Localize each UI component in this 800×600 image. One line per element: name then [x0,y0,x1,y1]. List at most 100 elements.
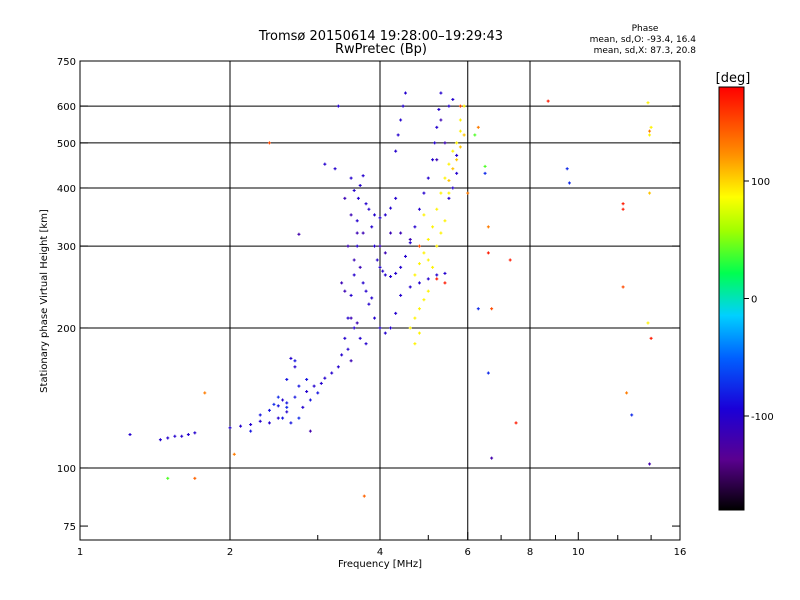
echo-point [426,176,430,180]
echo-point [249,429,253,433]
y-axis-label: Stationary phase Virtual Height [km] [39,209,50,393]
echo-point [435,277,439,281]
echo-point [394,149,398,153]
echo-point [426,258,430,262]
echo-point [396,133,400,137]
echo-point [349,293,353,297]
colorbar [718,86,745,511]
echo-point [308,429,312,433]
echo-point [565,167,569,171]
echo-point [346,316,350,320]
echo-point [408,237,412,241]
echo-point [330,371,334,375]
colorbar-label: [deg] [716,71,751,86]
echo-point [352,326,356,330]
echo-point [447,191,451,195]
echo-point [399,293,403,297]
echo-point [621,202,625,206]
echo-point [349,316,353,320]
echo-point [349,359,353,363]
echo-point [352,273,356,277]
echo-point [426,277,430,281]
echo-point [649,336,653,340]
echo-point [458,118,462,122]
echo-point [232,452,236,456]
y-tick-label: 500 [57,139,76,150]
y-tick-label: 400 [57,184,76,195]
echo-point [451,186,455,190]
echo-point [308,398,312,402]
echo-point [364,289,368,293]
echo-point [349,213,353,217]
echo-point [297,384,301,388]
colorbar-tick-label: -100 [751,412,774,423]
echo-point [435,125,439,129]
echo-point [447,196,451,200]
echo-point [293,365,297,369]
echo-point [399,231,403,235]
echo-point [333,167,337,171]
x-tick-label: 1 [77,547,83,558]
echo-point [276,416,280,420]
echo-point [340,281,344,285]
echo-point [417,262,421,266]
x-tick-label: 8 [527,547,533,558]
echo-point [435,273,439,277]
echo-point [343,196,347,200]
echo-point [431,265,435,269]
echo-point [399,265,403,269]
echo-point [336,365,340,369]
colorbar-tick-label: 0 [751,295,757,306]
echo-point [352,189,356,193]
echo-point [389,206,393,210]
echo-point [128,433,132,437]
echo-point [625,391,629,395]
echo-point [267,421,271,425]
echo-point [401,104,405,108]
echo-point [323,376,327,380]
echo-point [451,97,455,101]
echo-point [648,462,652,466]
phase-summary-x: mean, sd,X: 87.3, 20.8 [594,46,697,56]
echo-point [621,207,625,211]
echo-point [621,285,625,289]
echo-point [367,207,371,211]
echo-point [437,107,441,111]
x-tick-label: 10 [572,547,585,558]
echo-point [373,244,377,248]
echo-point [343,336,347,340]
echo-point [319,381,323,385]
echo-point [352,258,356,262]
echo-point [355,219,359,223]
y-tick-label: 200 [57,324,76,335]
echo-point [439,91,443,95]
y-tick-label: 300 [57,242,76,253]
echo-point [426,237,430,241]
echo-point [413,225,417,229]
echo-point [443,141,447,145]
echo-point [358,265,362,269]
echo-point [301,405,305,409]
echo-point [378,216,382,220]
echo-point [443,219,447,223]
echo-point [373,316,377,320]
echo-point [276,404,280,408]
echo-point [281,416,285,420]
echo-point [443,281,447,285]
echo-point [267,408,271,412]
echo-point [394,271,398,275]
echo-point [272,402,276,406]
phase-summary-o: mean, sd,O: -93.4, 16.4 [590,35,697,45]
echo-point [343,289,347,293]
echo-point [297,416,301,420]
colorbar-tick-label: 100 [751,177,770,188]
echo-point [193,431,197,435]
echo-point [173,434,177,438]
echo-point [476,125,480,129]
echo-point [364,202,368,206]
echo-point [383,273,387,277]
echo-point [447,104,451,108]
echo-point [408,241,412,245]
echo-point [413,342,417,346]
echo-point [378,265,382,269]
